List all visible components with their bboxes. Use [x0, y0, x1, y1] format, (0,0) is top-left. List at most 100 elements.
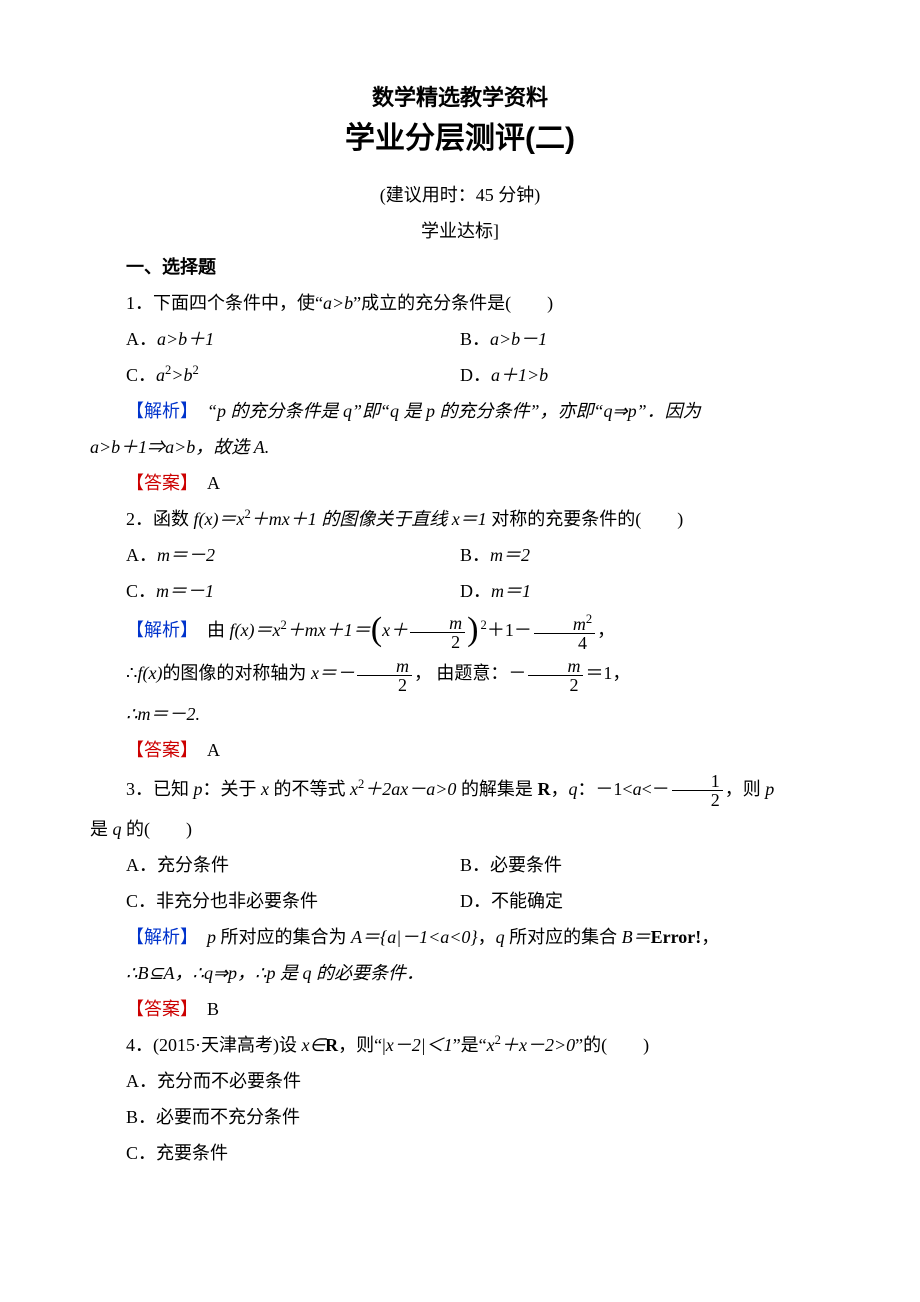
page-title: 学业分层测评(二) [90, 115, 830, 163]
q1-stem: 1．下面四个条件中，使“a>b”成立的充分条件是( ) [90, 285, 830, 321]
q1-C-mid: >b [171, 365, 192, 385]
q3-expl-l2: ∴B⊆A，∴q⇒p，∴p 是 q 的必要条件． [126, 963, 424, 983]
q3-l2b: 的( ) [122, 819, 193, 839]
q2-frac2-num-sup: 2 [586, 612, 592, 626]
q1-C-label: C． [126, 365, 156, 385]
q4-C: 充要条件 [156, 1143, 228, 1163]
q3-expl-line2: ∴B⊆A，∴q⇒p，∴p 是 q 的必要条件． [90, 955, 830, 991]
rparen-icon: ) [467, 611, 478, 648]
q2-l2-fx: f(x) [137, 663, 162, 683]
q2-frac1-den: 2 [410, 632, 465, 651]
q4-optB: B．必要而不充分条件 [90, 1099, 830, 1135]
q2-expl-pre: 由 [189, 620, 230, 640]
q1-optB: B．a>b－1 [460, 321, 830, 357]
q3-g: <－ [642, 779, 670, 799]
q3-avar: a [633, 779, 642, 799]
q2-A: m＝－2 [157, 545, 215, 565]
q4-poly: x [487, 1035, 495, 1055]
q1-ans: A [189, 473, 220, 493]
q2-answer: 【答案】 A [90, 732, 830, 768]
q3-c: 的不等式 [269, 779, 350, 799]
q2-frac2-num: m2 [534, 613, 595, 633]
q3-frac-den: 2 [672, 790, 723, 809]
q2-l2-eq: ＝1， [585, 663, 630, 683]
q3-eq: q [496, 927, 505, 947]
q4-optC: C．充要条件 [90, 1135, 830, 1171]
q3-l2a: 是 [90, 819, 113, 839]
q1-expl-line2: a>b＋1⇒a>b，故选 A. [90, 429, 830, 465]
q3-eb: 所对应的集合为 [216, 927, 351, 947]
q4-stem: 4．(2015·天津高考)设 x∈R，则“|x－2|＜1”是“x2＋x－2>0”… [90, 1027, 830, 1063]
q2-l2-mid: 的图像的对称轴为 [162, 663, 311, 683]
q2-row2: C．m＝－1 D．m＝1 [90, 573, 830, 609]
q3-B-label: B． [460, 855, 490, 875]
q1-B-label: B． [460, 329, 490, 349]
q3-d: 的解集是 [456, 779, 537, 799]
q3-eB: B＝ [622, 927, 651, 947]
time-note: (建议用时：45 分钟) [90, 177, 830, 213]
q2-optD: D．m＝1 [460, 573, 830, 609]
q3-row1: A．充分条件 B．必要条件 [90, 847, 830, 883]
q1-expl-line1: 【解析】 “p 的充分条件是 q”即“q 是 p 的充分条件”，亦即“q⇒p”．… [90, 393, 830, 429]
q3-D: 不能确定 [491, 891, 563, 911]
q1-D-label: D． [460, 365, 491, 385]
q3-ineq: x [350, 779, 358, 799]
q3-ineq2: ＋2ax－a>0 [364, 779, 456, 799]
q4-abs: x－2|＜1 [386, 1035, 453, 1055]
q2-expl-mid: ＋mx＋1＝ [287, 620, 371, 640]
q3-frac: 12 [672, 772, 723, 809]
q2-expl-fx: f(x)＝x [230, 620, 281, 640]
q3-a: 3．已知 [126, 779, 194, 799]
level-label: 学业达标] [90, 213, 830, 249]
q3-p2: p [765, 779, 774, 799]
q2-fx: f(x)＝x [194, 509, 245, 529]
q3-B: 必要条件 [490, 855, 562, 875]
q2-l3: ∴m＝－2. [126, 704, 200, 724]
q3-optC: C．非充分也非必要条件 [90, 883, 460, 919]
q2-mid1: ＋mx＋1 的图像关于直线 [251, 509, 452, 529]
pretitle: 数学精选教学资料 [90, 80, 830, 115]
q2-optA: A．m＝－2 [90, 537, 460, 573]
q3-D-label: D． [460, 891, 491, 911]
q2-frac2-den: 4 [534, 633, 595, 652]
q1-ans-label: 【答案】 [126, 473, 189, 493]
q1-expl-text: “p 的充分条件是 q”即“q 是 p 的充分条件”，亦即“q⇒p”．因为 [189, 401, 701, 421]
q2-expl-label: 【解析】 [126, 620, 189, 640]
q2-stem: 2．函数 f(x)＝x2＋mx＋1 的图像关于直线 x＝1 对称的充要条件的( … [90, 501, 830, 537]
q1-answer: 【答案】 A [90, 465, 830, 501]
q3-ed: 所对应的集合 [505, 927, 622, 947]
q2-frac3-num: m [357, 657, 412, 675]
q3-e: ， [550, 779, 568, 799]
q1-optD: D．a＋1>b [460, 357, 830, 393]
q1-C-sup2: 2 [192, 363, 198, 377]
q2-C: m＝－1 [156, 581, 214, 601]
q2-frac1-num: m [410, 614, 465, 632]
q3-ep: p [207, 927, 216, 947]
q2-l2-x: x＝－ [311, 663, 355, 683]
q2-frac2-num-m: m [573, 614, 586, 634]
q3-ee: ， [701, 927, 719, 947]
q1-row2: C．a2>b2 D．a＋1>b [90, 357, 830, 393]
lparen-icon: ( [371, 611, 382, 648]
q1-B: a>b－1 [490, 329, 547, 349]
q4-A: 充分而不必要条件 [157, 1071, 301, 1091]
q2-expl-xp: x＋ [382, 620, 408, 640]
q1-C-lhs: a [156, 365, 165, 385]
q2-C-label: C． [126, 581, 156, 601]
q3-A-label: A． [126, 855, 157, 875]
q4-d: ”的( ) [575, 1035, 649, 1055]
q2-frac4-num: m [528, 657, 583, 675]
q3-A: 充分条件 [157, 855, 229, 875]
q4-b: ，则“| [338, 1035, 386, 1055]
q3-stem-line2: 是 q 的( ) [90, 811, 830, 847]
q2-expl-plus: ＋1－ [487, 620, 532, 640]
q2-expl-line2: ∴f(x)的图像的对称轴为 x＝－m2， 由题意：－m2＝1， [90, 652, 830, 695]
q2-frac3-den: 2 [357, 675, 412, 694]
q3-h: ，则 [725, 779, 766, 799]
q3-stem-line1: 3．已知 p：关于 x 的不等式 x2＋2ax－a>0 的解集是 R，q：－1<… [90, 768, 830, 811]
q1-stem-math: a>b [323, 293, 353, 313]
q1-optC: C．a2>b2 [90, 357, 460, 393]
q2-expl-end: ， [597, 620, 615, 640]
q2-optC: C．m＝－1 [90, 573, 460, 609]
q2-A-label: A． [126, 545, 157, 565]
